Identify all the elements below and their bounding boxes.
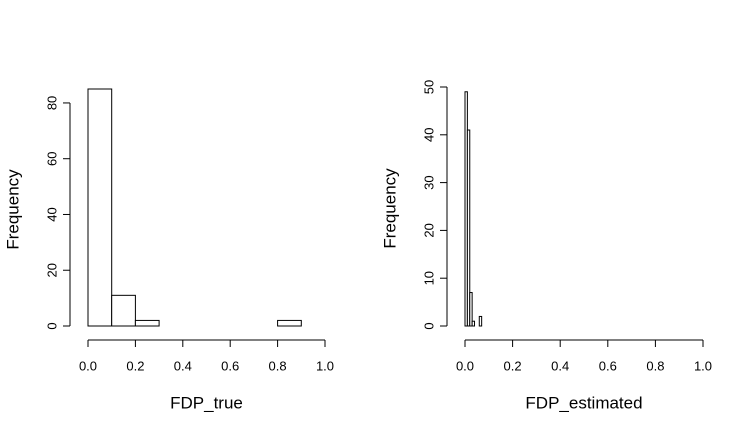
y-tick-label: 0 — [44, 322, 59, 329]
x-tick-label: 0.8 — [269, 358, 287, 373]
bar — [134, 319, 160, 327]
y-tick-label: 30 — [421, 175, 436, 189]
y-axis-label: Frequency — [3, 169, 22, 250]
bar — [277, 319, 302, 327]
bar — [478, 315, 483, 327]
x-tick-label: 0.8 — [646, 358, 664, 373]
x-axis-label: FDP_estimated — [525, 393, 642, 412]
x-tick-label: 0.2 — [504, 358, 522, 373]
y-tick-label: 10 — [421, 271, 436, 285]
x-tick-label: 1.0 — [694, 358, 712, 373]
y-axis-label: Frequency — [380, 168, 399, 249]
x-tick-label: 0.6 — [221, 358, 239, 373]
bar — [466, 129, 471, 327]
y-tick-label: 60 — [44, 151, 59, 165]
y-tick-label: 40 — [421, 128, 436, 142]
bar — [87, 88, 113, 327]
y-tick-label: 50 — [421, 80, 436, 94]
y-tick-label: 20 — [44, 263, 59, 277]
y-tick-label: 20 — [421, 223, 436, 237]
x-tick-label: 0.4 — [551, 358, 569, 373]
x-tick-label: 0.0 — [79, 358, 97, 373]
bar — [471, 320, 476, 327]
x-tick-label: 0.6 — [599, 358, 617, 373]
x-tick-label: 0.4 — [174, 358, 192, 373]
y-tick-label: 0 — [421, 322, 436, 329]
bar — [469, 292, 473, 327]
x-tick-label: 0.2 — [126, 358, 144, 373]
x-tick-label: 1.0 — [316, 358, 334, 373]
y-tick-label: 40 — [44, 207, 59, 221]
x-tick-label: 0.0 — [456, 358, 474, 373]
y-tick-label: 80 — [44, 96, 59, 110]
x-axis-label: FDP_true — [170, 393, 243, 412]
bar — [111, 294, 136, 327]
